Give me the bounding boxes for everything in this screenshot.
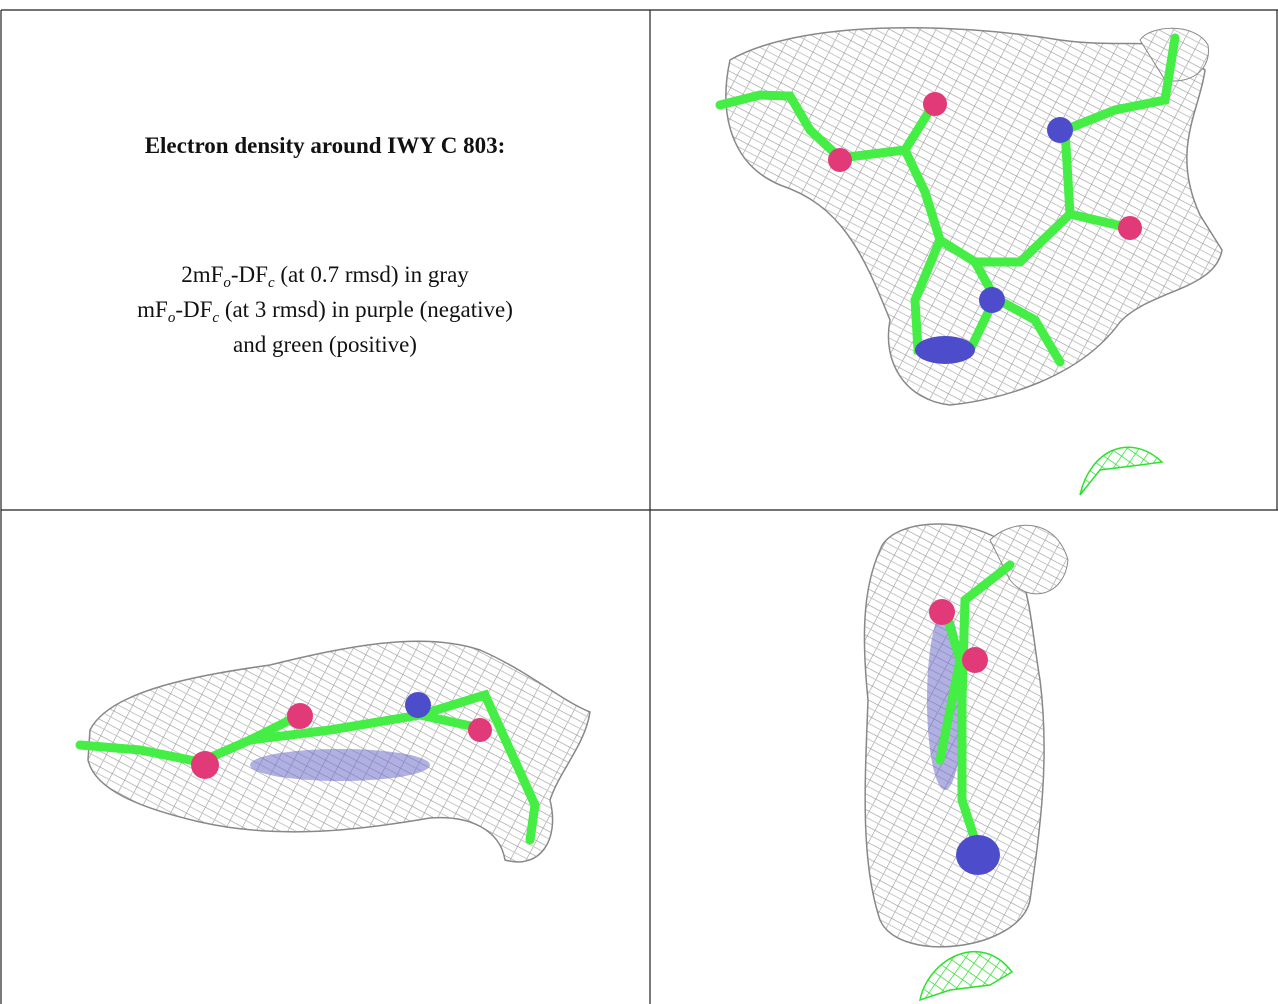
density-view-end xyxy=(863,523,1069,1002)
density-view-side-circle xyxy=(287,703,313,729)
density-view-end-g-polyline xyxy=(957,595,980,845)
legend-text: 2mF xyxy=(181,262,224,287)
density-view-side-circle xyxy=(405,692,431,718)
legend-title: Electron density around IWY C 803: xyxy=(144,133,506,158)
density-view-side-circle xyxy=(468,718,492,742)
legend-subscript: o xyxy=(167,310,176,326)
density-view-end-g xyxy=(935,560,1015,845)
legend-subscript: c xyxy=(212,310,220,326)
density-view-top xyxy=(715,26,1223,496)
legend-text: (at 0.7 rmsd) in gray xyxy=(274,262,469,287)
density-view-top-g-polyline xyxy=(900,33,1180,267)
legend-line: mFo-DFc (at 3 rmsd) in purple (negative) xyxy=(2,292,648,327)
density-view-top-g-circle xyxy=(923,92,947,116)
legend-line: 2mFo-DFc (at 0.7 rmsd) in gray xyxy=(2,257,648,292)
density-view-end-g-polyline xyxy=(935,605,965,765)
legend-subscript: o xyxy=(223,275,231,291)
table-borders xyxy=(0,9,1278,1004)
legend-lines: 2mFo-DFc (at 0.7 rmsd) in gray mFo-DFc (… xyxy=(2,257,648,362)
density-view-top-g-circle xyxy=(1118,216,1142,240)
legend-subscript: c xyxy=(267,275,275,291)
density-view-top-path xyxy=(725,26,1223,406)
density-view-top-g-circle xyxy=(979,287,1005,313)
density-view-end-g-polyline xyxy=(960,560,1015,605)
density-view-side-g-polyline xyxy=(245,689,540,845)
density-view-top-g-circle xyxy=(828,148,852,172)
density-view-top-g xyxy=(828,92,1142,364)
legend-text: (at 3 rmsd) in purple (negative) xyxy=(219,297,513,322)
density-view-end-circle xyxy=(962,647,988,673)
density-view-side-ellipse xyxy=(250,749,430,781)
legend-text: -DF xyxy=(175,297,213,322)
density-view-side-circle xyxy=(191,751,219,779)
density-view-end-ellipse xyxy=(956,835,1000,875)
legend-text: and green (positive) xyxy=(233,332,417,357)
density-view-end-path xyxy=(989,524,1069,595)
legend-text: -DF xyxy=(230,262,268,287)
density-view-top-g-circle xyxy=(1047,117,1073,143)
density-view-end-path xyxy=(919,951,1014,1002)
legend-line: and green (positive) xyxy=(2,327,648,362)
legend-text: mF xyxy=(137,297,168,322)
density-view-top-g-ellipse xyxy=(915,336,975,364)
density-view-end-circle xyxy=(929,599,955,625)
density-view-top-path xyxy=(1079,446,1164,496)
density-view-top-g-polyline xyxy=(990,293,1065,367)
density-view-side xyxy=(75,640,591,863)
